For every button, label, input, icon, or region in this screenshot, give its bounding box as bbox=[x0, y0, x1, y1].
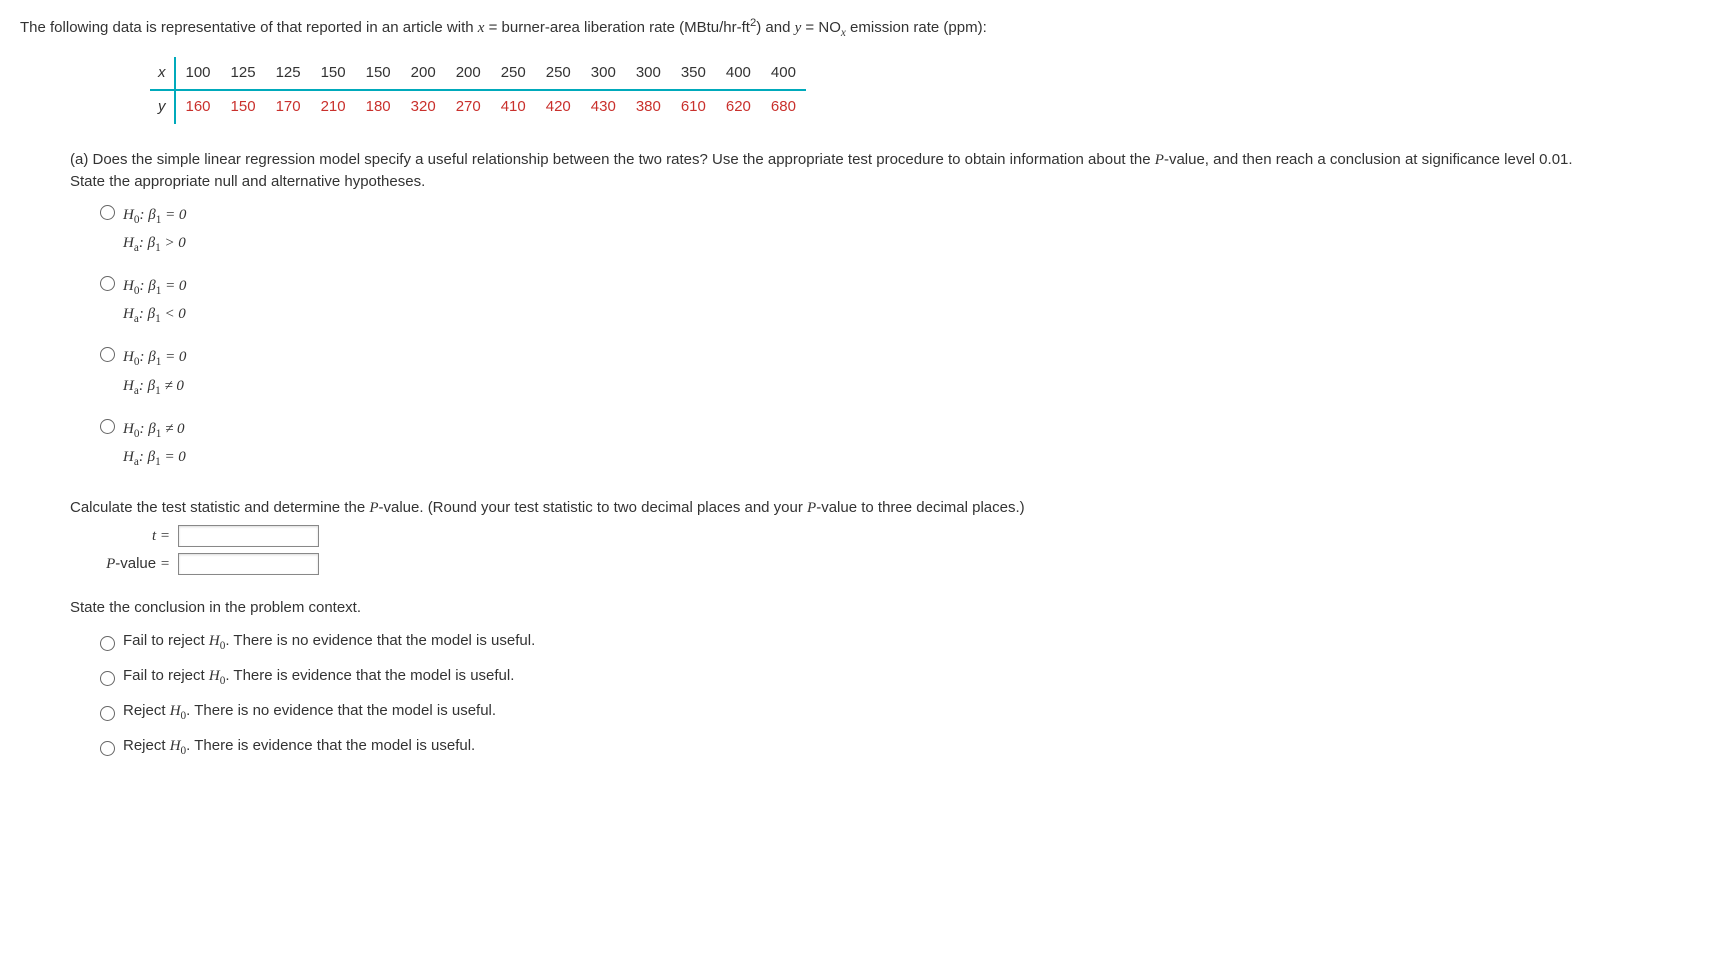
table-row-y: y 16015017021018032027041042043038061062… bbox=[150, 90, 806, 124]
hypothesis-option-1[interactable]: H0: β1 = 0 Ha: β1 > 0 bbox=[100, 202, 1716, 258]
hypothesis-option-3[interactable]: H0: β1 = 0 Ha: β1 ≠ 0 bbox=[100, 344, 1716, 400]
t-input[interactable] bbox=[178, 525, 319, 547]
hypothesis-option-2[interactable]: H0: β1 = 0 Ha: β1 < 0 bbox=[100, 273, 1716, 329]
pvalue-input[interactable] bbox=[178, 553, 319, 575]
radio-icon bbox=[100, 205, 115, 220]
state-hypotheses: State the appropriate null and alternati… bbox=[70, 171, 1716, 194]
intro-text: The following data is representative of … bbox=[20, 15, 1716, 42]
radio-icon bbox=[100, 671, 115, 686]
conclusion-option-1[interactable]: Fail to reject H0. There is no evidence … bbox=[100, 630, 1716, 655]
radio-icon bbox=[100, 276, 115, 291]
radio-icon bbox=[100, 706, 115, 721]
hypothesis-option-4[interactable]: H0: β1 ≠ 0 Ha: β1 = 0 bbox=[100, 416, 1716, 472]
conclusion-prompt: State the conclusion in the problem cont… bbox=[70, 597, 1716, 620]
radio-icon bbox=[100, 419, 115, 434]
pvalue-label: P-value = bbox=[70, 553, 170, 576]
data-table: x 10012512515015020020025025030030035040… bbox=[150, 57, 806, 124]
conclusion-option-4[interactable]: Reject H0. There is evidence that the mo… bbox=[100, 735, 1716, 760]
t-label: t = bbox=[70, 525, 170, 548]
table-row-x: x 10012512515015020020025025030030035040… bbox=[150, 57, 806, 91]
part-a-text: (a) Does the simple linear regression mo… bbox=[70, 149, 1716, 172]
radio-icon bbox=[100, 636, 115, 651]
conclusion-option-2[interactable]: Fail to reject H0. There is evidence tha… bbox=[100, 665, 1716, 690]
conclusion-option-3[interactable]: Reject H0. There is no evidence that the… bbox=[100, 700, 1716, 725]
y-label: y bbox=[150, 90, 175, 124]
radio-icon bbox=[100, 347, 115, 362]
radio-icon bbox=[100, 741, 115, 756]
x-label: x bbox=[150, 57, 175, 91]
calc-prompt: Calculate the test statistic and determi… bbox=[70, 497, 1716, 520]
